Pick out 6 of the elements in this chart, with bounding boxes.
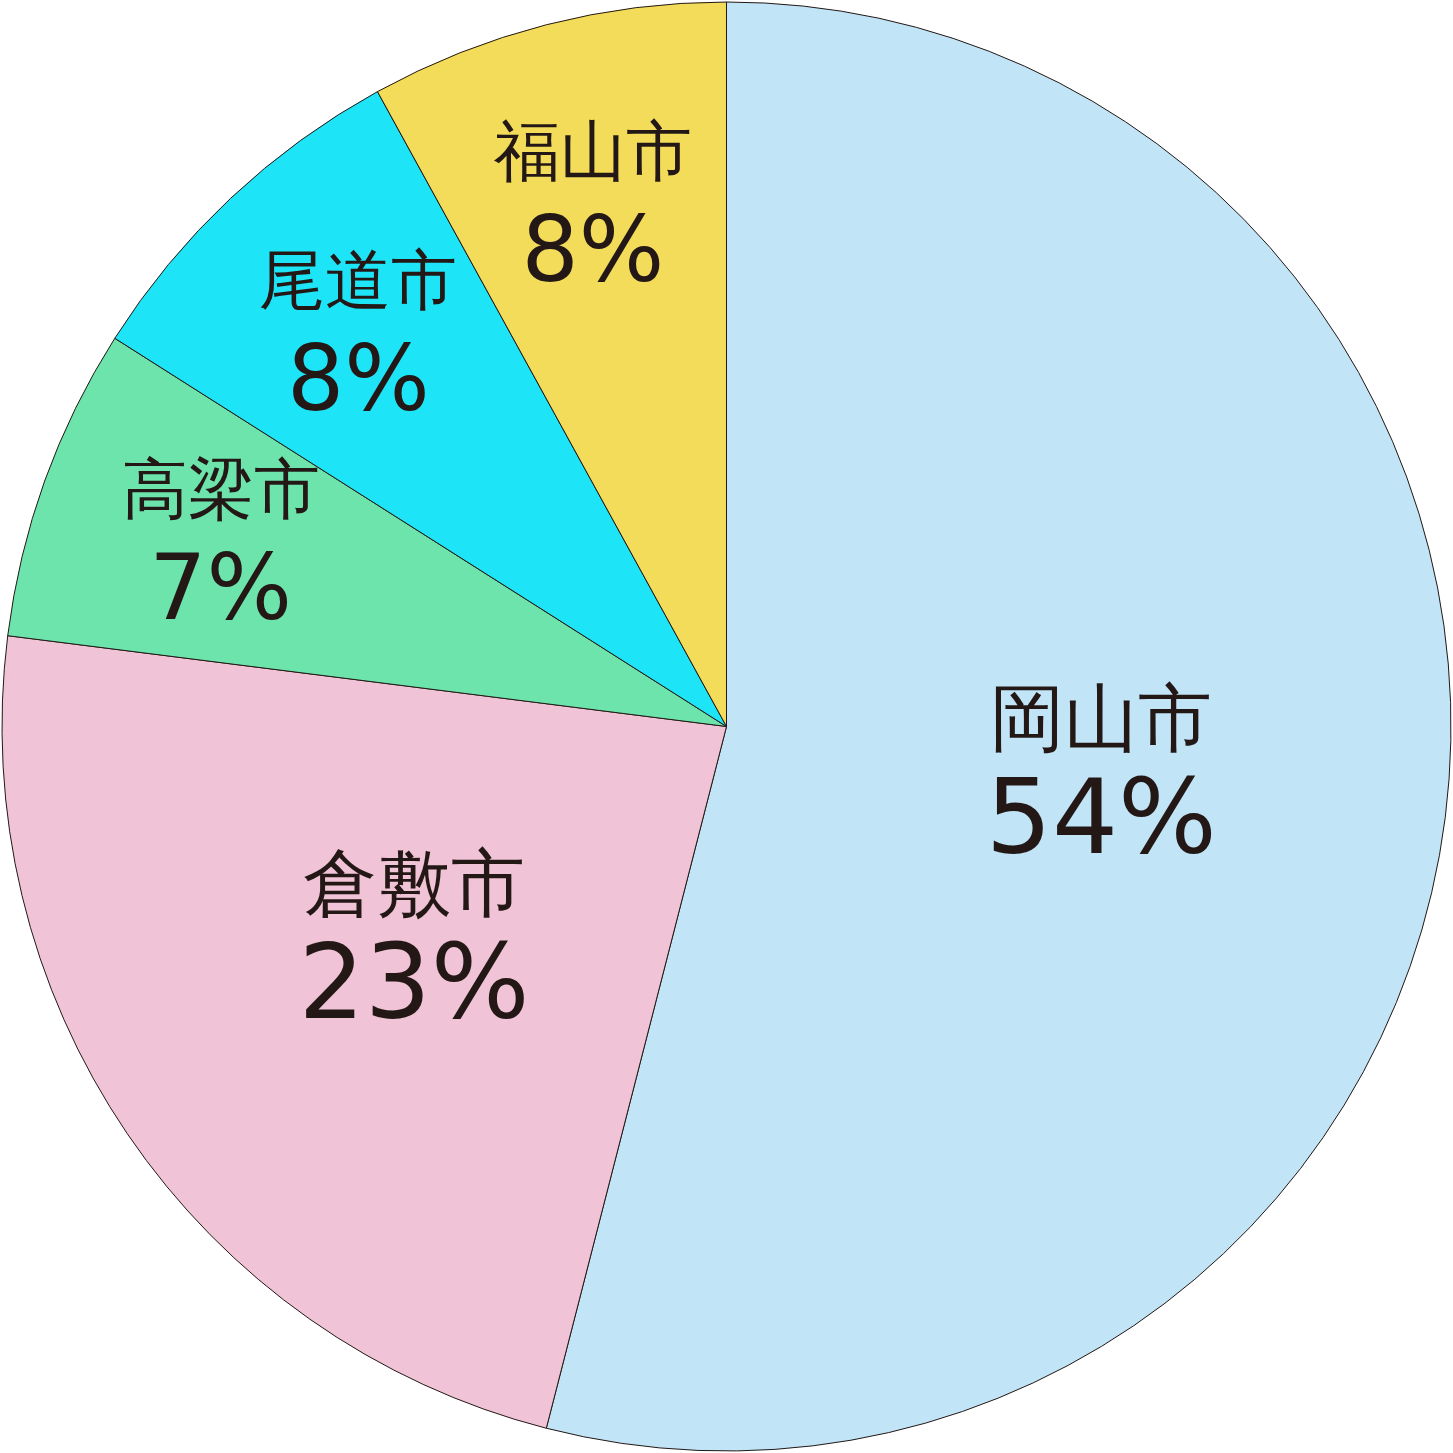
slice-label: 尾道市 — [259, 241, 458, 319]
slice-label: 福山市 — [493, 112, 692, 190]
data-label: 8% — [521, 196, 665, 302]
data-label: 8% — [287, 325, 430, 431]
slice-label: 高梁市 — [121, 451, 320, 529]
data-label: 7% — [149, 535, 293, 641]
